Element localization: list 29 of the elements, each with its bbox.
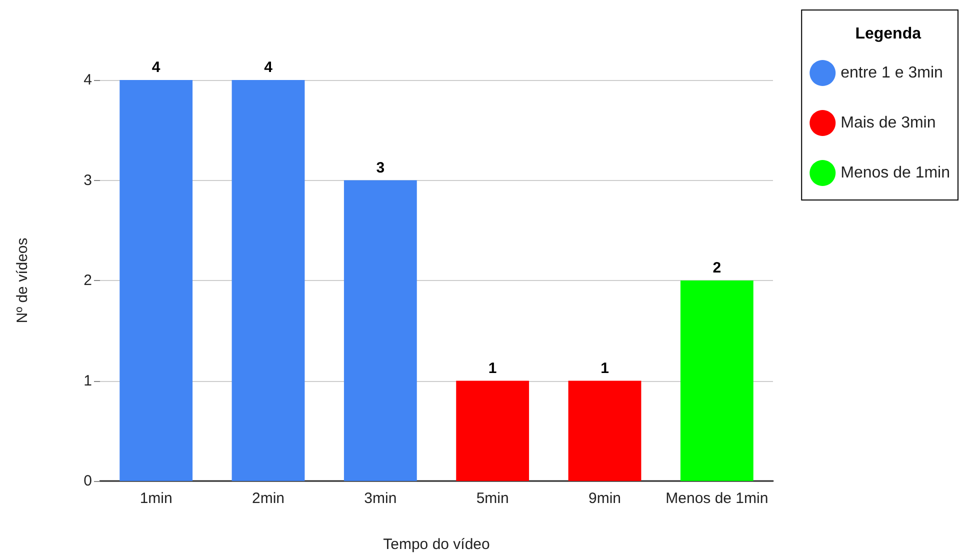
x-tick-label: 3min xyxy=(364,490,397,507)
y-tick-label: 1 xyxy=(84,372,92,390)
legend-label: Mais de 3min xyxy=(840,114,936,132)
bar xyxy=(680,280,754,481)
y-tick-label: 3 xyxy=(84,172,92,189)
y-axis-title: Nº de vídeos xyxy=(14,238,31,324)
bar xyxy=(568,380,642,481)
data-label: 4 xyxy=(264,59,274,76)
x-tick-label: 5min xyxy=(476,490,509,507)
y-tick-label: 4 xyxy=(84,72,92,88)
x-axis-title: Tempo do vídeo xyxy=(383,536,490,553)
bar xyxy=(456,380,530,481)
x-tick-label: 9min xyxy=(588,490,622,507)
legend-label: entre 1 e 3min xyxy=(840,64,943,82)
y-tick-label: 2 xyxy=(84,272,92,289)
data-label: 1 xyxy=(600,360,609,377)
bar xyxy=(120,80,193,481)
x-tick-label: 2min xyxy=(252,490,285,507)
legend-label: Menos de 1min xyxy=(840,164,950,182)
data-label: 1 xyxy=(488,360,497,377)
legend-title: Legenda xyxy=(855,26,922,42)
bar xyxy=(344,180,417,481)
x-tick-label: 1min xyxy=(140,490,172,507)
data-label: 2 xyxy=(712,260,722,276)
x-tick-label: Menos de 1min xyxy=(666,490,768,507)
data-label: 3 xyxy=(376,159,385,176)
y-tick-label: 0 xyxy=(84,472,92,490)
data-label: 4 xyxy=(152,59,161,76)
bar xyxy=(232,80,305,481)
